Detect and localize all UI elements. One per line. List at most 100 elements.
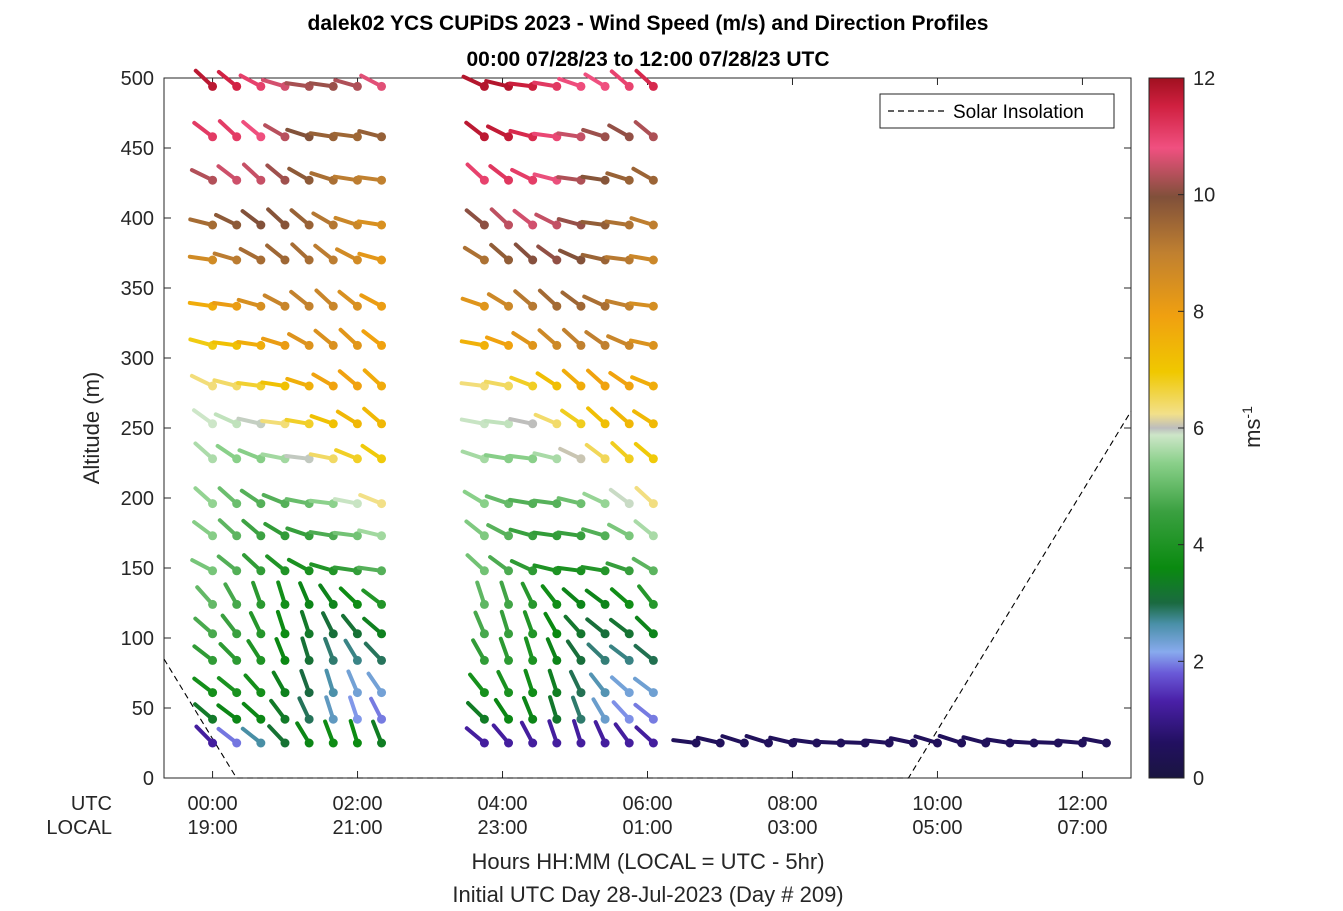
- wind-barb-point: [304, 220, 314, 230]
- wind-barb-point: [576, 629, 586, 639]
- wind-barb-point: [600, 454, 610, 464]
- wind-barb-point: [232, 738, 242, 748]
- wind-barb-point: [576, 340, 586, 350]
- wind-barb-point: [648, 340, 658, 350]
- wind-barb-point: [208, 655, 218, 665]
- wind-barb-point: [232, 81, 242, 91]
- wind-barb-point: [528, 419, 538, 429]
- wind-barb-point: [576, 531, 586, 541]
- wind-barb-point: [552, 340, 562, 350]
- wind-barb-point: [352, 419, 362, 429]
- wind-barb-point: [479, 688, 489, 698]
- wind-barb-point: [352, 255, 362, 265]
- x-tick-label-local: 19:00: [188, 817, 238, 839]
- colorbar-tick-label: 0: [1193, 768, 1204, 790]
- wind-barb-point: [352, 738, 362, 748]
- wind-barb-point: [352, 655, 362, 665]
- y-axis-label: Altitude (m): [79, 372, 104, 484]
- wind-barb-point: [504, 340, 514, 350]
- wind-barb-point: [256, 629, 266, 639]
- wind-barb-point: [328, 419, 338, 429]
- wind-barb-point: [504, 629, 514, 639]
- wind-barb-point: [377, 381, 387, 391]
- wind-barb-point: [328, 301, 338, 311]
- wind-barb-point: [528, 566, 538, 576]
- wind-barb-point: [208, 531, 218, 541]
- wind-barb-point: [576, 454, 586, 464]
- wind-barb-point: [280, 175, 290, 185]
- wind-barb-point: [232, 454, 242, 464]
- solar-insolation-line: [163, 410, 1132, 779]
- wind-barb-point: [1101, 738, 1111, 748]
- wind-barb-point: [624, 655, 634, 665]
- wind-barb-point: [304, 381, 314, 391]
- wind-barb-point: [256, 81, 266, 91]
- wind-barb-point: [208, 738, 218, 748]
- wind-barb-point: [576, 381, 586, 391]
- wind-barb-point: [576, 714, 586, 724]
- wind-barb-point: [504, 301, 514, 311]
- wind-barb-point: [624, 454, 634, 464]
- wind-barb-point: [304, 566, 314, 576]
- wind-barb-point: [304, 419, 314, 429]
- y-tick-label: 200: [121, 488, 154, 510]
- wind-barb-point: [528, 340, 538, 350]
- wind-barb-point: [576, 255, 586, 265]
- x-row-label-local: LOCAL: [46, 817, 112, 839]
- wind-barb-point: [256, 454, 266, 464]
- wind-barb-point: [552, 688, 562, 698]
- wind-barb-point: [232, 175, 242, 185]
- wind-barb-point: [504, 132, 514, 142]
- x-tick-label-utc: 02:00: [333, 793, 383, 815]
- wind-barb-point: [256, 132, 266, 142]
- wind-barb-point: [624, 714, 634, 724]
- wind-barb-point: [504, 688, 514, 698]
- y-tick-label: 0: [143, 768, 154, 790]
- wind-barb-point: [377, 301, 387, 311]
- wind-barb-point: [648, 132, 658, 142]
- wind-barb-point: [648, 714, 658, 724]
- wind-barb-point: [504, 599, 514, 609]
- x-tick-label-local: 03:00: [767, 817, 817, 839]
- wind-barb-point: [624, 81, 634, 91]
- wind-barb-point: [208, 419, 218, 429]
- wind-barb-point: [232, 566, 242, 576]
- wind-barb-point: [256, 714, 266, 724]
- wind-barb-point: [932, 738, 942, 748]
- x-tick-label-utc: 08:00: [767, 793, 817, 815]
- wind-barb-point: [352, 340, 362, 350]
- plot-frame: [163, 77, 1132, 779]
- wind-barb-point: [479, 531, 489, 541]
- x-axis-label: Hours HH:MM (LOCAL = UTC - 5hr): [471, 849, 824, 874]
- wind-barb-point: [648, 454, 658, 464]
- wind-barb-point: [304, 688, 314, 698]
- chart-title: dalek02 YCS CUPiDS 2023 - Wind Speed (m/…: [308, 12, 989, 35]
- wind-barb-point: [304, 738, 314, 748]
- wind-barb-point: [648, 738, 658, 748]
- wind-barb-point: [528, 255, 538, 265]
- y-tick-label: 50: [132, 698, 154, 720]
- wind-barb-point: [528, 738, 538, 748]
- wind-barb-point: [328, 738, 338, 748]
- wind-barb-point: [208, 688, 218, 698]
- x-tick-label-local: 05:00: [912, 817, 962, 839]
- y-tick-label: 250: [121, 418, 154, 440]
- wind-barb-point: [600, 629, 610, 639]
- wind-barb-point: [763, 738, 773, 748]
- wind-barb-point: [739, 738, 749, 748]
- wind-barb-point: [256, 175, 266, 185]
- wind-barb-point: [884, 738, 894, 748]
- x-tick-label-utc: 06:00: [622, 793, 672, 815]
- wind-barb-point: [280, 255, 290, 265]
- wind-barb-point: [504, 175, 514, 185]
- wind-barb-point: [479, 340, 489, 350]
- wind-barb-point: [256, 566, 266, 576]
- wind-barb-point: [479, 499, 489, 509]
- wind-barb-point: [352, 714, 362, 724]
- y-tick-label: 500: [121, 68, 154, 90]
- wind-barb-point: [576, 499, 586, 509]
- wind-barb-point: [232, 655, 242, 665]
- wind-barb-point: [256, 301, 266, 311]
- wind-barb-point: [648, 301, 658, 311]
- wind-barb-point: [232, 419, 242, 429]
